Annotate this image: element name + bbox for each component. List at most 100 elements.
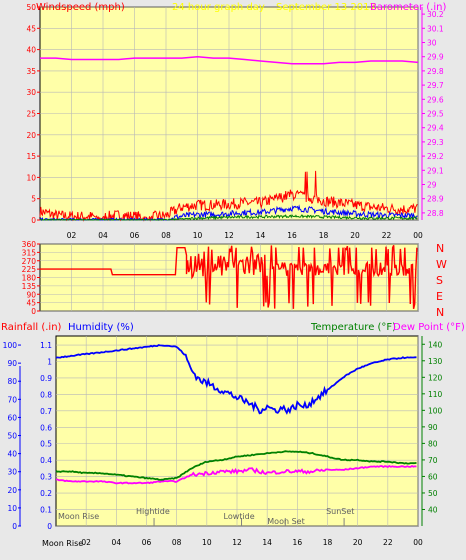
barometer-tick-label: 29.1 [427, 166, 444, 175]
temperature-tick-label: 110 [428, 390, 443, 399]
wind-tick-label: 45 [26, 24, 36, 33]
barometer-tick-label: 29 [427, 181, 437, 190]
time-tick-label: 06 [130, 231, 140, 240]
barometer-tick-label: 28.9 [427, 195, 444, 204]
temperature-tick-label: 140 [428, 340, 443, 349]
time-tick-label: 08 [172, 538, 182, 547]
event-label: SunSet [326, 507, 354, 516]
humidity-axis-title: Humidity (%) [68, 322, 134, 333]
time-tick-label: 06 [142, 538, 152, 547]
humidity-tick-label: 50 [7, 432, 17, 441]
rainfall-tick-label: 0.9 [40, 374, 52, 383]
time-tick-label: 18 [319, 231, 329, 240]
graph-title: 24 hour graph day September 13 2017 [172, 2, 376, 13]
time-tick-label: 20 [353, 538, 363, 547]
barometer-axis: 28.8 28.9 29 29.1 29.2 29.3 29.4 29.5 29.6 29.7 29… [421, 7, 444, 220]
wind-time-axis: 02 04 06 08 10 12 14 16 18 20 22 00 [67, 231, 423, 240]
time-tick-label: 02 [67, 231, 77, 240]
barometer-tick-label: 29.5 [427, 110, 444, 119]
rainfall-tick-label: 0.6 [40, 423, 52, 432]
time-tick-label: 12 [232, 538, 242, 547]
humidity-tick-label: 100 [3, 341, 18, 350]
barometer-line [40, 55, 419, 65]
rainfall-tick-label: 1 [47, 357, 52, 366]
humidity-line [55, 344, 417, 415]
temperature-tick-label: 80 [428, 439, 438, 448]
time-tick-label: 04 [98, 231, 108, 240]
time-tick-label: 10 [193, 231, 203, 240]
wind-tick-label: 15 [26, 152, 36, 161]
barometer-tick-label: 29.8 [427, 67, 444, 76]
wind-average-line [39, 214, 418, 221]
humidity-axis: 0 10 20 30 40 50 60 70 80 90 100 [3, 341, 21, 531]
time-tick-label: 00 [413, 231, 423, 240]
humidity-tick-label: 90 [7, 359, 17, 368]
barometer-tick-label: 28.8 [427, 209, 444, 218]
time-tick-label: 08 [161, 231, 171, 240]
rainfall-tick-label: 1.1 [40, 341, 52, 350]
rainfall-tick-label: 0 [47, 522, 52, 531]
compass-label: W [436, 258, 447, 271]
wind-tick-label: 30 [26, 88, 36, 97]
compass-label: S [436, 274, 443, 287]
humidity-tick-label: 60 [7, 413, 17, 422]
time-tick-label: 14 [262, 538, 272, 547]
compass-label: N [436, 242, 444, 255]
direction-tick-label: 270 [22, 257, 37, 266]
dew-point-axis-title: Dew Point (°F) [393, 322, 465, 333]
graph-date: September 13 2017 [276, 2, 376, 13]
direction-tick-label: 90 [26, 290, 36, 299]
barometer-tick-label: 29.7 [427, 81, 444, 90]
rainfall-tick-label: 0.3 [40, 473, 52, 482]
barometer-tick-label: 30 [427, 39, 437, 48]
wind-series [39, 170, 418, 222]
temperature-line [55, 450, 417, 481]
wind-tick-label: 25 [26, 110, 36, 119]
event-label: Moon Rise [58, 512, 99, 521]
humidity-tick-label: 70 [7, 395, 17, 404]
temperature-tick-label: 70 [428, 456, 438, 465]
temperature-axis: 40 50 60 70 80 90 100 110 120 130 140 [421, 336, 443, 526]
time-tick-label: 22 [383, 538, 393, 547]
wind-tick-label: 20 [26, 131, 36, 140]
wind-tick-label: 35 [26, 67, 36, 76]
rainfall-tick-label: 0.4 [40, 456, 52, 465]
temperature-tick-label: 100 [428, 406, 443, 415]
rainfall-tick-label: 0.5 [40, 440, 52, 449]
barometer-axis-title: Barometer (.in) [370, 2, 446, 13]
direction-tick-label: 360 [22, 240, 37, 249]
barometer-tick-label: 29.9 [427, 53, 444, 62]
time-tick-label: 12 [224, 231, 234, 240]
time-tick-label: 14 [256, 231, 266, 240]
humidity-tick-label: 0 [12, 522, 17, 531]
compass-label: E [436, 290, 443, 303]
barometer-tick-label: 29.2 [427, 152, 444, 161]
humidity-tick-label: 80 [7, 377, 17, 386]
barometer-tick-label: 30.1 [427, 24, 444, 33]
rainfall-tick-label: 0.2 [40, 489, 52, 498]
wind-tick-label: 0 [31, 216, 36, 225]
humidity-tick-label: 40 [7, 450, 17, 459]
temperature-axis-title: Temperature (°F) [310, 322, 396, 333]
climate-panel-grid [56, 336, 419, 527]
time-tick-label: 20 [350, 231, 360, 240]
time-tick-label: 22 [382, 231, 392, 240]
astronomy-events: Moon Rise Hightide Lowtide Moon Set SunSet [58, 507, 354, 526]
wind-axis-title: Windspeed (mph) [36, 2, 125, 13]
climate-time-axis: 02 04 06 08 10 12 14 16 18 20 22 00 [81, 538, 423, 547]
moon-rise-bottom-label: Moon Rise [42, 539, 83, 548]
barometer-tick-label: 29.4 [427, 124, 444, 133]
wind-tick-label: 10 [26, 173, 36, 182]
direction-tick-label: 0 [31, 307, 36, 316]
temperature-tick-label: 40 [428, 505, 438, 514]
temperature-tick-label: 120 [428, 373, 443, 382]
barometer-tick-label: 30.2 [427, 10, 444, 19]
humidity-tick-label: 20 [7, 486, 17, 495]
time-tick-label: 10 [202, 538, 212, 547]
wind-tick-label: 50 [26, 3, 36, 12]
dew-point-line [56, 464, 417, 485]
event-label: Hightide [136, 507, 170, 516]
rainfall-axis-title: Rainfall (.in) [1, 322, 62, 333]
